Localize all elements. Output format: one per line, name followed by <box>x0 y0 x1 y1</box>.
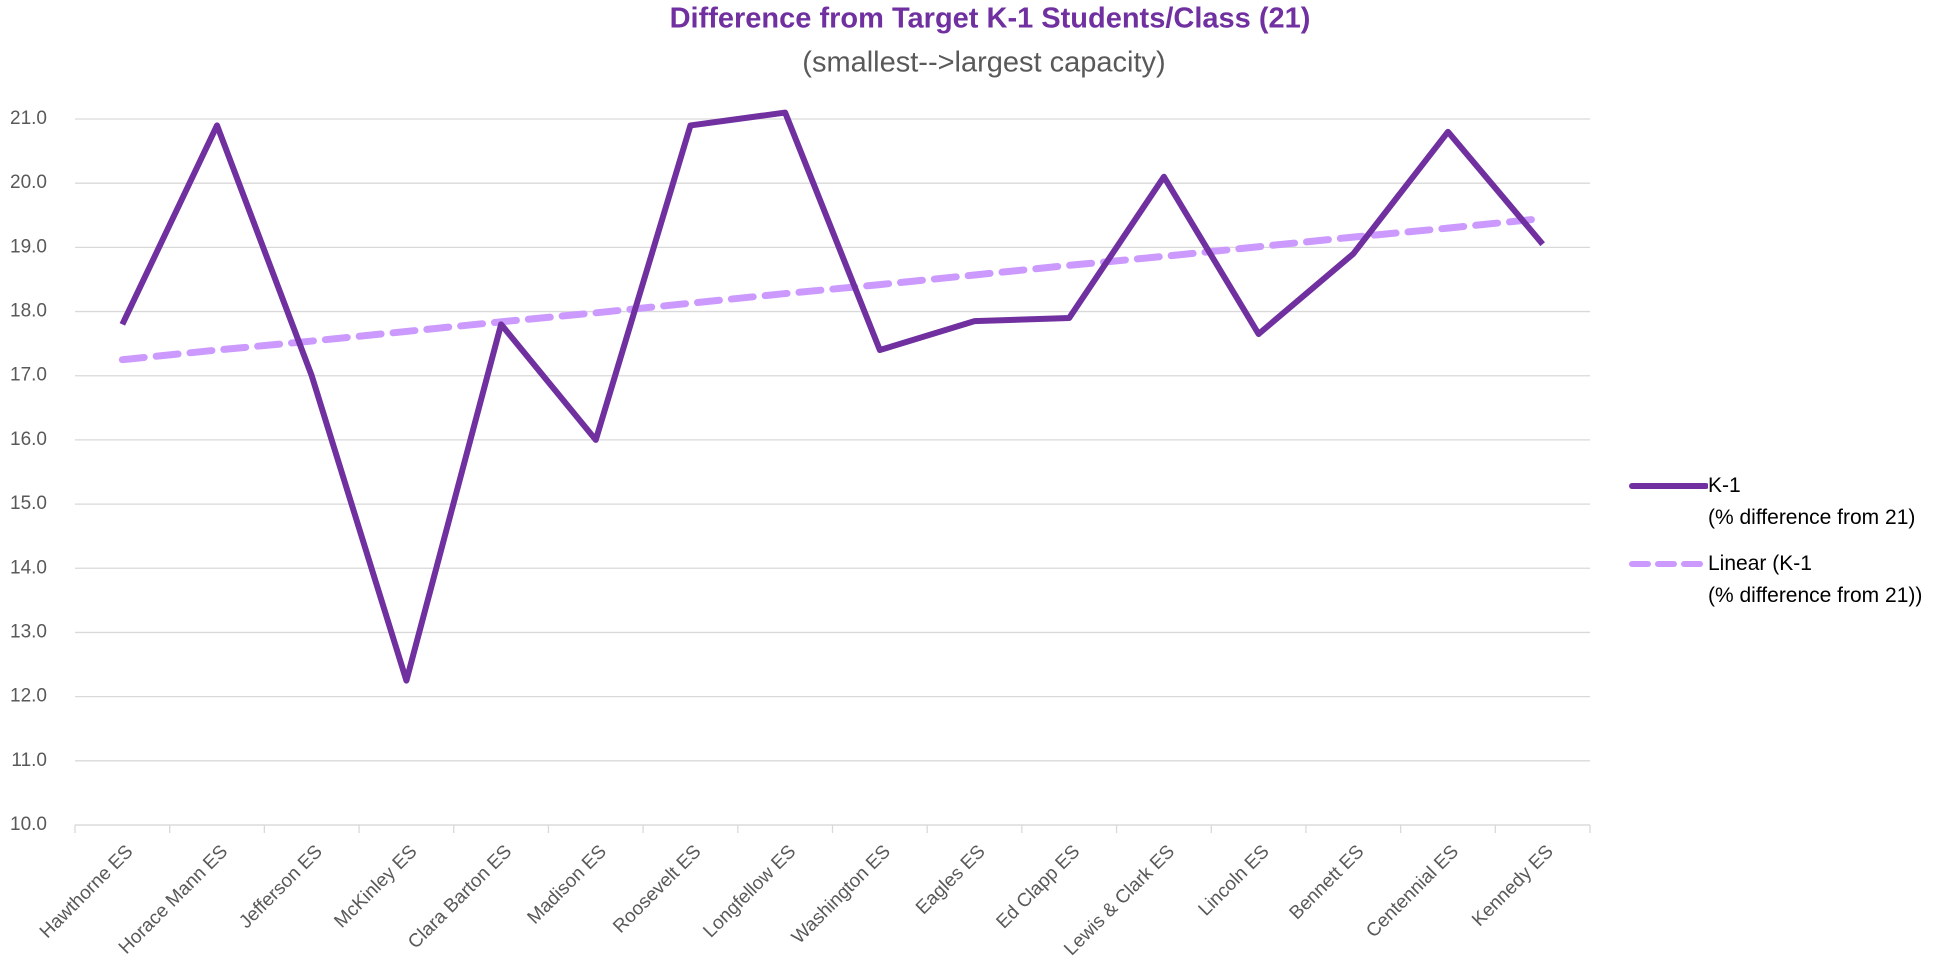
y-tick-label: 14.0 <box>10 557 47 578</box>
x-tick-label: Jefferson ES <box>235 841 327 933</box>
legend-swatch <box>1629 561 1708 567</box>
x-tick-label: Longfellow ES <box>699 841 800 942</box>
chart-title: Difference from Target K-1 Students/Clas… <box>670 3 1311 35</box>
y-tick-label: 16.0 <box>10 429 47 450</box>
x-tick-label: McKinley ES <box>330 841 421 932</box>
y-tick-label: 17.0 <box>10 365 47 386</box>
y-tick-label: 12.0 <box>10 686 47 707</box>
chart-subtitle: (smallest-->largest capacity) <box>802 47 1165 79</box>
x-tick-label: Lincoln ES <box>1195 841 1274 920</box>
y-tick-label: 20.0 <box>10 172 47 193</box>
y-tick-label: 21.0 <box>10 108 47 129</box>
x-tick-label: Kennedy ES <box>1468 841 1558 931</box>
trend-line <box>118 214 1547 364</box>
x-tick-label: Bennett ES <box>1286 841 1369 924</box>
x-tick-label: Eagles ES <box>912 841 990 919</box>
legend-swatch <box>1629 483 1708 489</box>
x-tick-label: Centennial ES <box>1362 841 1463 942</box>
x-tick-label: Madison ES <box>524 841 611 928</box>
y-tick-label: 11.0 <box>11 750 47 771</box>
y-tick-label: 15.0 <box>10 493 47 514</box>
y-tick-label: 10.0 <box>10 814 47 835</box>
y-tick-label: 18.0 <box>10 301 47 322</box>
data-line <box>119 109 1545 684</box>
x-tick-label: Washington ES <box>788 841 895 948</box>
x-tick-label: Hawthorne ES <box>36 841 137 942</box>
x-tick-label: Ed Clapp ES <box>993 841 1085 933</box>
legend-label: K-1 (% difference from 21) <box>1708 474 1916 529</box>
legend-label: Linear (K-1 (% difference from 21)) <box>1708 552 1923 607</box>
x-tick-label: Roosevelt ES <box>609 841 705 937</box>
x-tick-label: Clara Barton ES <box>404 841 516 953</box>
y-tick-label: 13.0 <box>10 621 47 642</box>
y-tick-label: 19.0 <box>10 236 47 257</box>
